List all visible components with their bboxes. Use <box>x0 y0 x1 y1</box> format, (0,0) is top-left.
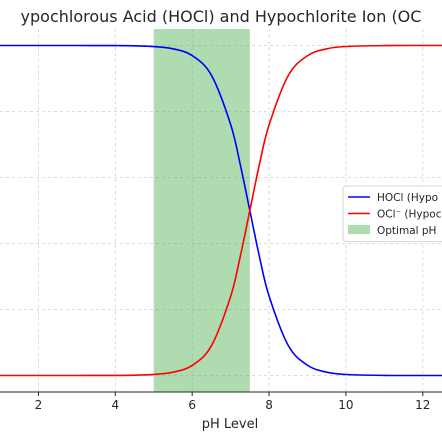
optimal-ph-band <box>153 29 250 392</box>
x-tick-label: 4 <box>111 398 119 412</box>
x-tick-label: 6 <box>188 398 196 412</box>
legend-box <box>342 185 442 242</box>
legend: HOCl (Hypo OCl⁻ (Hypoc Optimal pH <box>342 185 442 242</box>
x-tick-label: 12 <box>415 398 430 412</box>
legend-label: HOCl (Hypo <box>377 192 438 204</box>
series-layer <box>0 44 442 377</box>
x-tick-label: 2 <box>35 398 43 412</box>
legend-label: Optimal pH <box>377 225 436 237</box>
series-line-0 <box>0 44 442 377</box>
series-line-1 <box>0 44 442 377</box>
shaded-band-layer <box>153 29 250 392</box>
x-tick-label: 10 <box>338 398 353 412</box>
x-tick-label: 8 <box>265 398 273 412</box>
x-axis-label: pH Level <box>202 417 258 432</box>
tick-labels: 2 4 6 8 10 12 <box>35 398 431 412</box>
axes <box>0 391 442 396</box>
chart-title: ypochlorous Acid (HOCl) and Hypochlorite… <box>21 7 422 26</box>
legend-swatch-patch <box>348 225 370 234</box>
legend-label: OCl⁻ (Hypoc <box>377 209 442 221</box>
